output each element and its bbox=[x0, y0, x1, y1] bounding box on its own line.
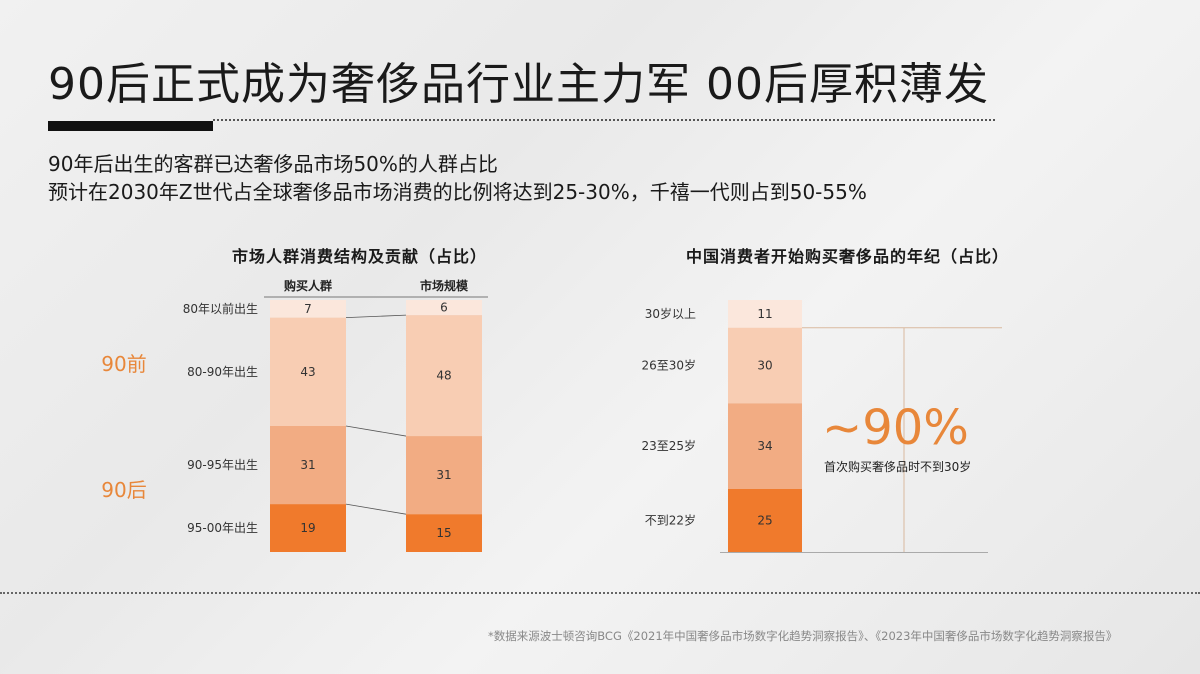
chart1-value-label: 31 bbox=[300, 458, 315, 472]
subtitle-line-1: 90年后出生的客群已达奢侈品市场50%的人群占比 bbox=[48, 152, 498, 176]
chart2-bar-segment bbox=[728, 489, 802, 552]
chart2-series-label: 不到22岁 bbox=[645, 513, 696, 528]
chart2-value-label: 34 bbox=[757, 439, 772, 453]
chart1-title: 市场人群消费结构及贡献（占比） bbox=[232, 247, 488, 266]
chart1-connector bbox=[345, 425, 407, 437]
subtitle-line-2: 预计在2030年Z世代占全球奢侈品市场消费的比例将达到25-30%，千禧一代则占… bbox=[48, 180, 867, 204]
chart1-bar-segment bbox=[406, 315, 482, 437]
chart1-value-label: 6 bbox=[440, 301, 448, 315]
chart2-value-label: 30 bbox=[757, 359, 772, 373]
chart1-bar-segment bbox=[406, 300, 482, 316]
chart1-category-label: 市场规模 bbox=[420, 278, 469, 293]
chart1-connector bbox=[345, 314, 407, 319]
chart1-value-label: 48 bbox=[436, 369, 451, 383]
chart1-bar-segment bbox=[270, 426, 346, 505]
chart1-series-label: 80-90年出生 bbox=[187, 365, 258, 379]
chart2-bar-segment bbox=[728, 327, 802, 404]
highlight-percentage: ~90% bbox=[822, 400, 969, 456]
chart2-value-label: 11 bbox=[757, 307, 772, 321]
chart1-bar-segment bbox=[270, 317, 346, 426]
chart1-value-label: 7 bbox=[304, 302, 312, 316]
chart1-value-label: 31 bbox=[436, 468, 451, 482]
chart2-bar-segment bbox=[728, 300, 802, 328]
source-note: *数据来源波士顿咨询BCG《2021年中国奢侈品市场数字化趋势洞察报告》、《20… bbox=[488, 629, 1118, 643]
chart2-value-label: 25 bbox=[757, 514, 772, 528]
group-label-pre-90: 90前 bbox=[101, 352, 146, 376]
chart1-bar-segment bbox=[270, 300, 346, 318]
highlight-note: 首次购买奢侈品时不到30岁 bbox=[824, 460, 972, 474]
footer-divider bbox=[0, 592, 1200, 594]
chart1-bar-segment bbox=[406, 436, 482, 515]
chart1-value-label: 15 bbox=[436, 526, 451, 540]
title-accent-bar bbox=[48, 121, 213, 131]
group-label-post-90: 90后 bbox=[101, 478, 146, 502]
chart1-series-label: 80年以前出生 bbox=[183, 301, 258, 316]
chart1-value-label: 43 bbox=[300, 365, 315, 379]
chart2-title: 中国消费者开始购买奢侈品的年纪（占比） bbox=[686, 247, 1010, 266]
chart2-series-label: 26至30岁 bbox=[641, 358, 696, 373]
page-title: 90后正式成为奢侈品行业主力军 00后厚积薄发 bbox=[48, 59, 989, 110]
chart1-value-label: 19 bbox=[300, 521, 315, 535]
chart2-series-label: 23至25岁 bbox=[641, 438, 696, 453]
chart1-bar-segment bbox=[406, 514, 482, 552]
chart2-series-label: 30岁以上 bbox=[645, 306, 696, 321]
chart1-category-label: 购买人群 bbox=[284, 278, 332, 293]
chart2-bar-segment bbox=[728, 403, 802, 489]
chart1-connector bbox=[345, 503, 407, 515]
chart1-series-label: 95-00年出生 bbox=[187, 521, 258, 535]
chart1-bar-segment bbox=[270, 504, 346, 552]
title-divider bbox=[213, 119, 995, 121]
chart1-series-label: 90-95年出生 bbox=[187, 458, 258, 472]
